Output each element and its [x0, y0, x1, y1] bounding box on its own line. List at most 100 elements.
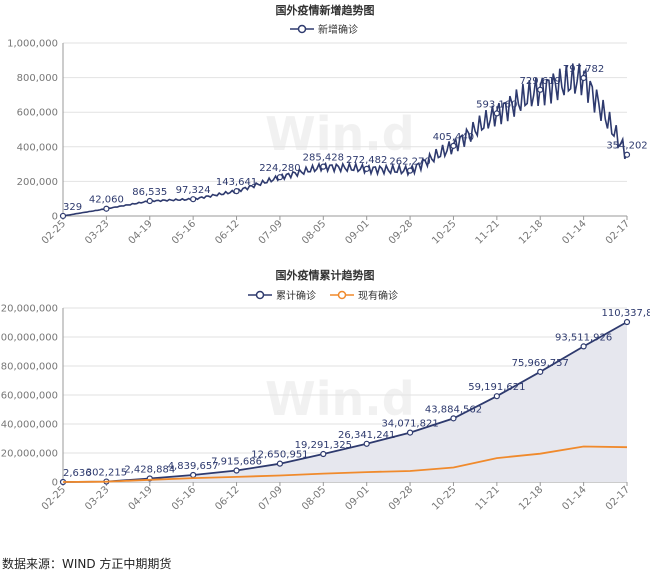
- series-line: [62, 445, 628, 483]
- data-label: 4,839,657: [168, 461, 219, 472]
- data-label: 272,482: [346, 155, 387, 166]
- data-label: 19,291,325: [295, 440, 352, 451]
- data-label: 143,641: [216, 177, 257, 188]
- watermark: Win.d: [265, 107, 415, 161]
- x-tick-label: 07-09: [257, 484, 285, 512]
- series-line: [62, 63, 628, 217]
- x-tick-label: 06-12: [213, 484, 241, 512]
- data-label: 2,428,884: [124, 464, 175, 475]
- x-tick-label: 06-12: [213, 218, 241, 246]
- data-point[interactable]: [537, 86, 544, 93]
- data-label: 354,202: [606, 141, 647, 152]
- chart1-legend[interactable]: 新增确诊: [290, 23, 358, 36]
- x-tick-label: 12-18: [517, 218, 545, 246]
- chart2-data-labels: 2,636302,2152,428,8844,839,6577,915,6861…: [63, 308, 650, 479]
- data-label: 593,160: [476, 99, 517, 110]
- legend-label: 现有确诊: [358, 289, 398, 302]
- x-tick-label: 02-25: [40, 484, 68, 512]
- chart1-y-axis: 0 200,000 400,000 600,000 800,000 1,000,000: [7, 39, 58, 223]
- y-tick-label: 0: [52, 478, 58, 489]
- data-point[interactable]: [493, 110, 500, 117]
- y-tick-label: 800,000: [17, 73, 58, 84]
- data-point[interactable]: [406, 429, 414, 436]
- chart2-y-axis: 0 20,000,000 40,000,000 60,000,000 80,000,00…: [0, 304, 58, 489]
- data-label: 405,440: [433, 132, 474, 143]
- data-point[interactable]: [190, 196, 197, 203]
- chart1-data-labels: 329 42,060 86,535 97,324 143,641224,280285,4…: [63, 64, 648, 213]
- data-point[interactable]: [320, 450, 327, 458]
- data-point[interactable]: [493, 393, 500, 400]
- x-tick-label: 10-25: [430, 218, 458, 246]
- data-label: 302,215: [86, 468, 127, 479]
- chart2-legend-cumulative[interactable]: 累计确诊: [248, 289, 316, 302]
- data-point[interactable]: [276, 460, 284, 467]
- legend-label: 新增确诊: [318, 23, 358, 36]
- chart2-title: 国外疫情累计趋势图: [276, 268, 375, 282]
- data-label: 285,428: [303, 153, 344, 164]
- chart1-grid: [62, 42, 627, 217]
- data-label: 12,650,951: [251, 450, 308, 461]
- data-point[interactable]: [580, 74, 587, 82]
- data-point[interactable]: [450, 415, 457, 422]
- data-point[interactable]: [363, 440, 370, 447]
- legend-marker-icon: [297, 24, 307, 34]
- x-tick-label: 01-14: [560, 218, 588, 246]
- chart-cumulative-cases: 国外疫情累计趋势图 累计确诊 现有确诊 Win.d 0 20,000,000 40,…: [0, 268, 650, 513]
- data-point[interactable]: [580, 343, 587, 350]
- chart1-x-axis: 02-25 03-23 04-19 05-16 06-12 07-09 08-05 09-01…: [40, 216, 632, 247]
- x-tick-label: 03-23: [83, 484, 111, 512]
- data-label: 43,884,562: [425, 404, 482, 415]
- y-tick-label: 100,000,000: [0, 333, 58, 344]
- data-point[interactable]: [103, 205, 110, 212]
- data-label: 797,782: [563, 64, 604, 75]
- data-label: 7,915,686: [211, 457, 262, 468]
- x-tick-label: 11-21: [474, 218, 502, 246]
- data-point[interactable]: [190, 471, 197, 479]
- legend-marker-icon: [337, 290, 347, 300]
- x-tick-label: 12-18: [517, 484, 545, 512]
- data-label: 329: [63, 202, 82, 213]
- data-point[interactable]: [146, 197, 153, 205]
- data-point[interactable]: [623, 151, 631, 158]
- data-label: 34,071,821: [381, 419, 438, 430]
- x-tick-label: 08-05: [300, 218, 328, 246]
- y-tick-label: 80,000,000: [1, 362, 58, 373]
- watermark: Win.d: [265, 372, 415, 426]
- x-tick-label: 07-09: [257, 218, 285, 246]
- data-label: 86,535: [132, 187, 167, 198]
- x-tick-label: 08-05: [300, 484, 328, 512]
- series-line: [62, 321, 628, 483]
- data-point[interactable]: [450, 142, 457, 149]
- legend-marker-icon: [255, 290, 265, 300]
- x-tick-label: 02-17: [604, 218, 632, 246]
- x-tick-label: 11-21: [474, 484, 502, 512]
- data-point[interactable]: [623, 318, 631, 326]
- x-tick-label: 04-19: [127, 484, 155, 512]
- data-label: 224,280: [259, 163, 300, 174]
- legend-label: 累计确诊: [276, 289, 316, 302]
- data-point[interactable]: [537, 368, 544, 375]
- x-tick-label: 03-23: [83, 218, 111, 246]
- y-tick-label: 120,000,000: [0, 304, 58, 315]
- data-point[interactable]: [363, 165, 370, 172]
- chart2-x-axis: 02-25 03-23 04-19 05-16 06-12 07-09 08-05 09-01…: [40, 482, 632, 513]
- chart2-series: [59, 318, 631, 486]
- x-tick-label: 09-01: [343, 484, 371, 512]
- data-point[interactable]: [233, 467, 240, 474]
- chart2-legend-active[interactable]: 现有确诊: [330, 289, 398, 302]
- data-point[interactable]: [406, 167, 414, 174]
- data-point[interactable]: [59, 212, 67, 220]
- x-tick-label: 10-25: [430, 484, 458, 512]
- data-point[interactable]: [276, 174, 284, 181]
- data-point[interactable]: [320, 163, 327, 170]
- data-label: 26,341,241: [338, 430, 395, 441]
- x-tick-label: 05-16: [170, 484, 198, 512]
- y-tick-label: 40,000,000: [1, 420, 58, 431]
- data-label: 2,636: [63, 468, 92, 479]
- data-point[interactable]: [233, 188, 240, 195]
- x-tick-label: 09-28: [387, 218, 415, 246]
- x-tick-label: 01-14: [560, 484, 588, 512]
- x-tick-label: 05-16: [170, 218, 198, 246]
- data-label: 75,969,757: [512, 358, 569, 369]
